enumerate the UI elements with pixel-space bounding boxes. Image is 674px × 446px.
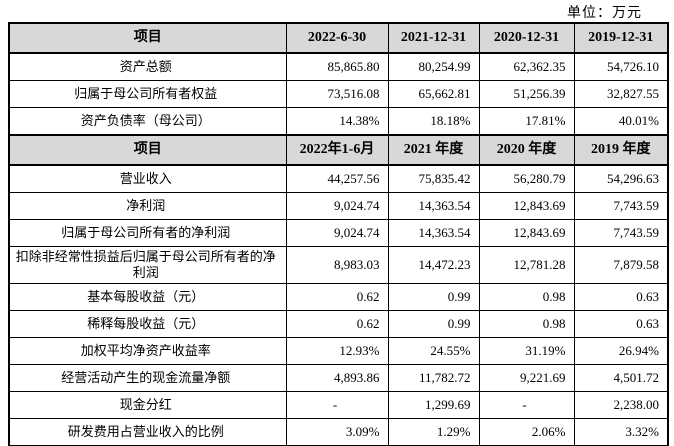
value-cell: 0.99 (387, 310, 480, 338)
value-cell: 85,865.80 (285, 52, 389, 81)
column-header-period: 2022-6-30 (285, 22, 389, 54)
value-cell: 0.99 (387, 283, 480, 311)
value-cell: 18.18% (387, 107, 480, 136)
value-cell: 75,835.42 (387, 164, 480, 193)
value-cell: 1.29% (387, 418, 480, 446)
value-cell: 0.62 (285, 283, 389, 311)
row-label-cell: 归属于母公司所有者权益 (8, 80, 287, 108)
unit-label: 单位：万元 (567, 6, 642, 21)
row-label-cell: 资产负债率（母公司） (8, 107, 287, 136)
value-cell: 14,363.54 (387, 192, 480, 220)
value-cell: 54,726.10 (573, 52, 669, 81)
value-cell: 73,516.08 (285, 80, 389, 108)
table-row: 资产总额 85,865.80 80,254.99 62,362.35 54,726.10 (8, 52, 669, 81)
table-row: 资产负债率（母公司） 14.38% 18.18% 17.81% 40.01% (8, 107, 669, 136)
value-cell: 56,280.79 (478, 164, 575, 193)
column-header-period: 2020-12-31 (478, 22, 575, 54)
column-header-period: 2022年1-6月 (285, 134, 389, 166)
value-cell: 14,472.23 (387, 246, 480, 284)
table-row: 归属于母公司所有者权益 73,516.08 65,662.81 51,256.39 32… (8, 80, 669, 108)
row-label-cell: 经营活动产生的现金流量净额 (8, 364, 287, 392)
value-cell: - (478, 391, 575, 419)
row-label-cell: 研发费用占营业收入的比例 (8, 418, 287, 446)
value-cell: 7,879.58 (573, 246, 669, 284)
table-row: 扣除非经常性损益后归属于母公司所有者的净利润 8,983.03 14,472.23 1… (8, 246, 669, 284)
value-cell: - (285, 391, 389, 419)
column-header-item: 项目 (8, 134, 287, 166)
value-cell: 51,256.39 (478, 80, 575, 108)
row-label-cell: 净利润 (8, 192, 287, 220)
row-label-cell: 基本每股收益（元） (8, 283, 287, 311)
row-label-cell: 扣除非经常性损益后归属于母公司所有者的净利润 (8, 246, 287, 284)
table-header-row: 项目 2022-6-30 2021-12-31 2020-12-31 2019-12-3… (8, 22, 669, 54)
value-cell: 12,843.69 (478, 192, 575, 220)
value-cell: 44,257.56 (285, 164, 389, 193)
value-cell: 2.06% (478, 418, 575, 446)
table-row: 归属于母公司所有者的净利润 9,024.74 14,363.54 12,843.69 7… (8, 219, 669, 247)
value-cell: 9,024.74 (285, 219, 389, 247)
value-cell: 26.94% (573, 337, 669, 365)
table-row: 研发费用占营业收入的比例 3.09% 1.29% 2.06% 3.32% (8, 418, 669, 446)
value-cell: 14,363.54 (387, 219, 480, 247)
value-cell: 24.55% (387, 337, 480, 365)
value-cell: 9,221.69 (478, 364, 575, 392)
value-cell: 0.98 (478, 283, 575, 311)
row-label-cell: 加权平均净资产收益率 (8, 337, 287, 365)
financial-table: 项目 2022-6-30 2021-12-31 2020-12-31 2019-12-3… (8, 22, 669, 446)
value-cell: 4,501.72 (573, 364, 669, 392)
value-cell: 3.09% (285, 418, 389, 446)
value-cell: 8,983.03 (285, 246, 389, 284)
row-label-cell: 营业收入 (8, 164, 287, 193)
value-cell: 12,781.28 (478, 246, 575, 284)
value-cell: 14.38% (285, 107, 389, 136)
table-row: 现金分红 -1,299.69-2,238.00 (8, 391, 669, 419)
column-header-period: 2021 年度 (387, 134, 480, 166)
row-label-cell: 稀释每股收益（元） (8, 310, 287, 338)
value-cell: 12,843.69 (478, 219, 575, 247)
column-header-period: 2021-12-31 (387, 22, 480, 54)
column-header-item: 项目 (8, 22, 287, 54)
value-cell: 80,254.99 (387, 52, 480, 81)
value-cell: 9,024.74 (285, 192, 389, 220)
value-cell: 0.98 (478, 310, 575, 338)
table-row: 稀释每股收益（元） 0.62 0.99 0.98 0.63 (8, 310, 669, 338)
row-label-cell: 归属于母公司所有者的净利润 (8, 219, 287, 247)
financial-table-body: 项目 2022-6-30 2021-12-31 2020-12-31 2019-12-3… (8, 22, 669, 446)
row-label-cell: 现金分红 (8, 391, 287, 419)
value-cell: 65,662.81 (387, 80, 480, 108)
value-cell: 0.63 (573, 283, 669, 311)
value-cell: 7,743.59 (573, 219, 669, 247)
column-header-period: 2019-12-31 (573, 22, 669, 54)
value-cell: 1,299.69 (387, 391, 480, 419)
table-header-row: 项目 2022年1-6月 2021 年度 2020 年度 2019 年度 (8, 134, 669, 166)
row-label-cell: 资产总额 (8, 52, 287, 81)
column-header-period: 2020 年度 (478, 134, 575, 166)
table-row: 基本每股收益（元） 0.62 0.99 0.98 0.63 (8, 283, 669, 311)
value-cell: 40.01% (573, 107, 669, 136)
value-cell: 32,827.55 (573, 80, 669, 108)
value-cell: 4,893.86 (285, 364, 389, 392)
table-row: 经营活动产生的现金流量净额 4,893.86 11,782.72 9,221.69 4,… (8, 364, 669, 392)
value-cell: 62,362.35 (478, 52, 575, 81)
value-cell: 0.62 (285, 310, 389, 338)
table-row: 加权平均净资产收益率 12.93% 24.55% 31.19% 26.94% (8, 337, 669, 365)
value-cell: 54,296.63 (573, 164, 669, 193)
value-cell: 12.93% (285, 337, 389, 365)
value-cell: 0.63 (573, 310, 669, 338)
table-row: 营业收入 44,257.56 75,835.42 56,280.79 54,296.63 (8, 164, 669, 193)
value-cell: 2,238.00 (573, 391, 669, 419)
value-cell: 11,782.72 (387, 364, 480, 392)
value-cell: 3.32% (573, 418, 669, 446)
value-cell: 7,743.59 (573, 192, 669, 220)
column-header-period: 2019 年度 (573, 134, 669, 166)
value-cell: 31.19% (478, 337, 575, 365)
table-row: 净利润 9,024.74 14,363.54 12,843.69 7,743.59 (8, 192, 669, 220)
value-cell: 17.81% (478, 107, 575, 136)
